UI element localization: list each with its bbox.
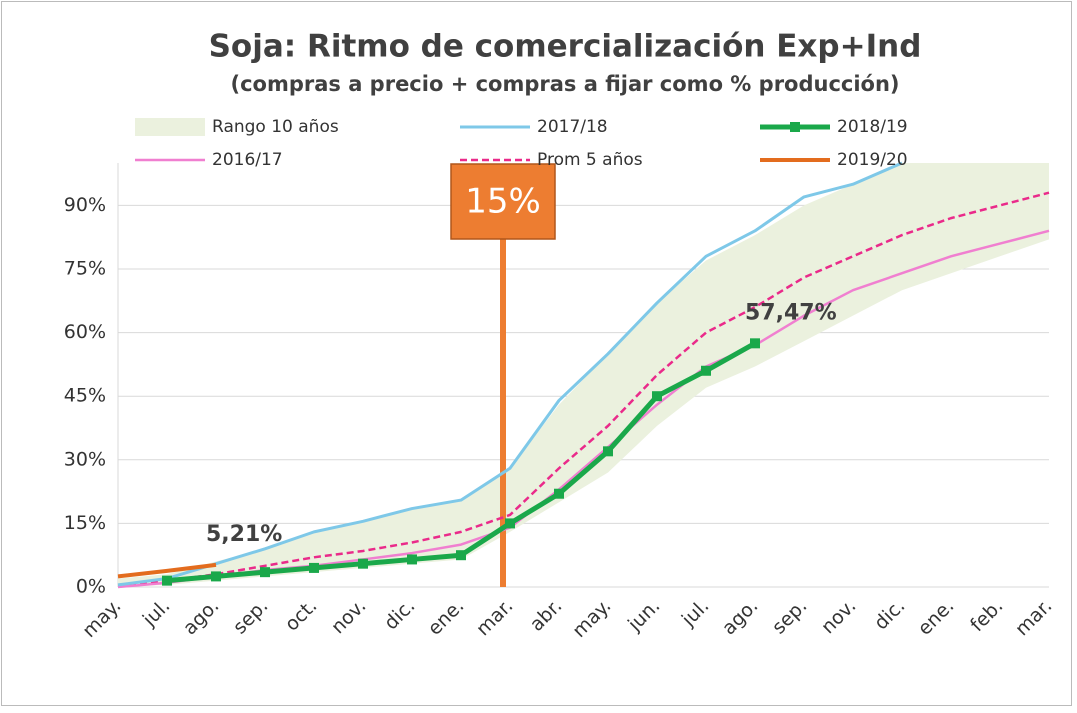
- series-marker: [260, 567, 270, 578]
- y-tick-label: 30%: [64, 448, 106, 470]
- series-marker: [211, 571, 221, 582]
- series-line: [117, 161, 903, 587]
- series-marker: [750, 338, 760, 349]
- y-tick-label: 60%: [64, 321, 106, 343]
- legend-label: 2017/18: [537, 117, 608, 137]
- series-marker: [456, 550, 466, 561]
- legend-label: Rango 10 años: [212, 117, 339, 137]
- series-marker: [701, 365, 711, 376]
- y-tick-label: 75%: [64, 258, 106, 280]
- legend-marker: [790, 122, 800, 132]
- legend-label: 2016/17: [212, 150, 283, 170]
- series-marker: [358, 558, 368, 569]
- data-label: 5,21%: [206, 522, 282, 547]
- legend-label: 2018/19: [837, 117, 908, 137]
- range-area: [118, 163, 1049, 587]
- legend-label: Prom 5 años: [537, 150, 643, 170]
- annotation-box: [450, 163, 556, 240]
- series-marker: [554, 488, 564, 499]
- chart-title: Soja: Ritmo de comercialización Exp+Ind: [209, 29, 922, 65]
- series-marker: [652, 391, 662, 402]
- annotation-text: 15%: [465, 182, 541, 222]
- legend-label: 2019/20: [837, 150, 908, 170]
- legend-swatch: [135, 118, 205, 136]
- series-marker: [603, 446, 613, 457]
- y-tick-label: 45%: [64, 385, 106, 407]
- series-marker: [505, 518, 515, 529]
- y-tick-label: 0%: [76, 576, 106, 598]
- series-marker: [162, 575, 172, 586]
- series-line: [117, 562, 217, 579]
- series-marker: [309, 562, 319, 573]
- y-tick-label: 15%: [64, 512, 106, 534]
- data-label: 57,47%: [745, 300, 837, 325]
- chart-subtitle: (compras a precio + compras a fijar como…: [230, 72, 899, 96]
- series-line: [117, 191, 1050, 587]
- y-tick-label: 90%: [64, 194, 106, 216]
- series-marker: [407, 554, 417, 565]
